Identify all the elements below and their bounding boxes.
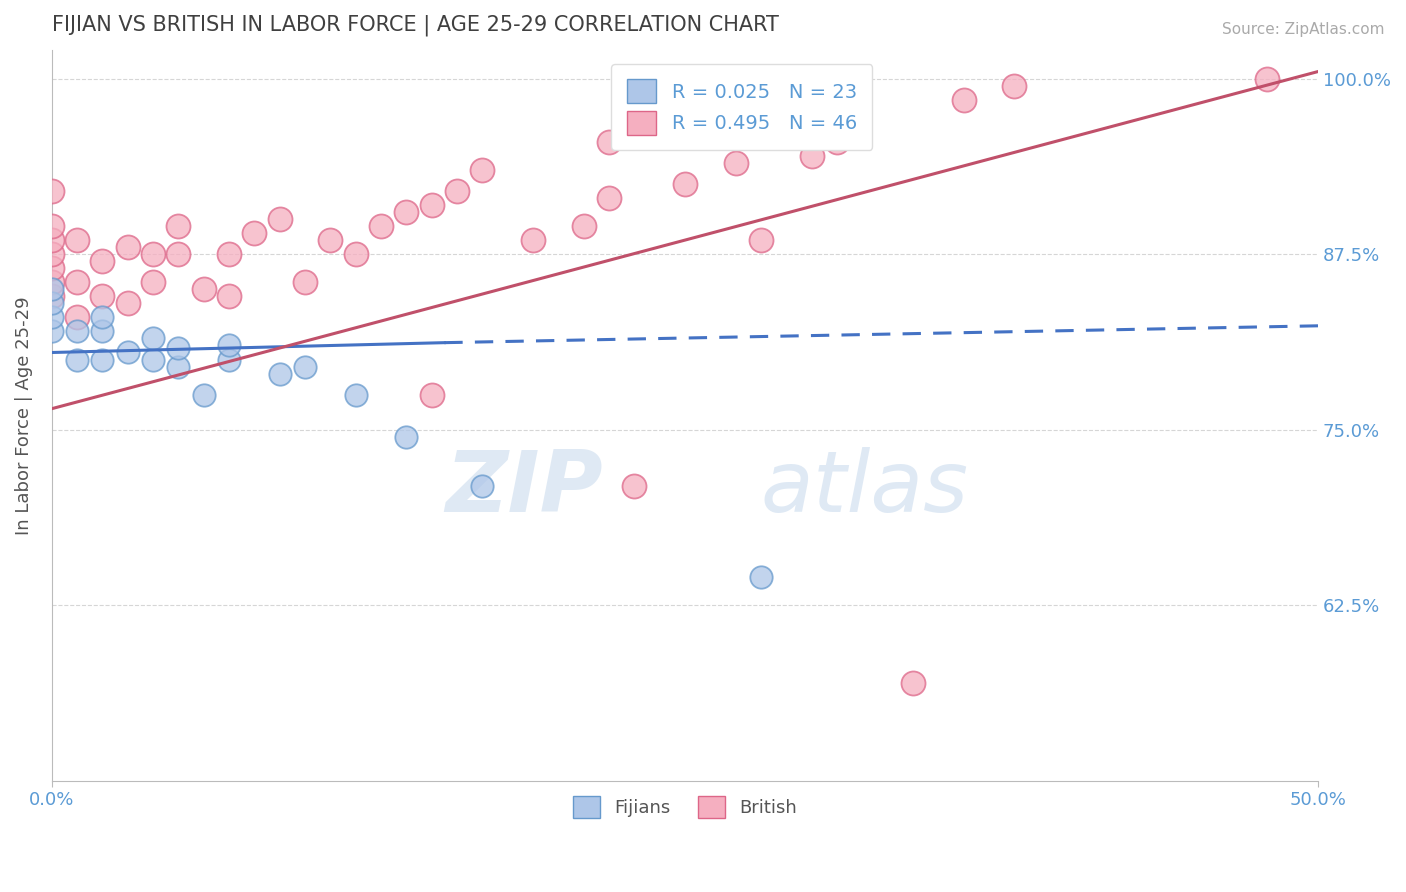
Point xyxy=(952,93,974,107)
Text: atlas: atlas xyxy=(761,447,969,530)
Point xyxy=(395,430,418,444)
Point xyxy=(420,198,443,212)
Point xyxy=(41,219,63,233)
Point xyxy=(66,325,89,339)
Point xyxy=(420,387,443,401)
Point xyxy=(749,570,772,584)
Point xyxy=(471,162,494,177)
Point xyxy=(218,289,240,303)
Point xyxy=(1256,71,1278,86)
Point xyxy=(91,325,114,339)
Point xyxy=(66,352,89,367)
Legend: Fijians, British: Fijians, British xyxy=(564,787,806,827)
Point xyxy=(91,254,114,268)
Point xyxy=(41,184,63,198)
Point xyxy=(724,156,747,170)
Point xyxy=(41,310,63,325)
Point xyxy=(41,247,63,261)
Point xyxy=(749,233,772,247)
Point xyxy=(218,338,240,352)
Point xyxy=(117,240,139,254)
Point xyxy=(167,247,190,261)
Point xyxy=(598,191,620,205)
Point xyxy=(1002,78,1025,93)
Point xyxy=(167,341,190,355)
Point xyxy=(901,675,924,690)
Point xyxy=(142,352,165,367)
Point xyxy=(344,247,367,261)
Point xyxy=(142,247,165,261)
Point xyxy=(41,296,63,310)
Point xyxy=(623,479,645,493)
Point xyxy=(41,289,63,303)
Point xyxy=(294,275,316,289)
Point xyxy=(41,282,63,296)
Point xyxy=(142,331,165,345)
Point xyxy=(370,219,392,233)
Point xyxy=(269,212,291,227)
Point xyxy=(91,310,114,325)
Point xyxy=(825,135,848,149)
Point xyxy=(395,205,418,219)
Point xyxy=(218,352,240,367)
Point xyxy=(117,345,139,359)
Point xyxy=(66,310,89,325)
Point xyxy=(41,261,63,276)
Text: Source: ZipAtlas.com: Source: ZipAtlas.com xyxy=(1222,22,1385,37)
Point xyxy=(319,233,342,247)
Point xyxy=(598,135,620,149)
Point xyxy=(167,359,190,374)
Point xyxy=(66,233,89,247)
Point xyxy=(243,226,266,240)
Point xyxy=(167,219,190,233)
Point xyxy=(41,275,63,289)
Y-axis label: In Labor Force | Age 25-29: In Labor Force | Age 25-29 xyxy=(15,296,32,535)
Point xyxy=(294,359,316,374)
Point xyxy=(193,282,215,296)
Point xyxy=(117,296,139,310)
Point xyxy=(522,233,544,247)
Point xyxy=(41,325,63,339)
Point xyxy=(269,367,291,381)
Point xyxy=(66,275,89,289)
Point xyxy=(344,387,367,401)
Point xyxy=(446,184,468,198)
Point xyxy=(91,289,114,303)
Point xyxy=(218,247,240,261)
Text: ZIP: ZIP xyxy=(446,447,603,530)
Point xyxy=(142,275,165,289)
Point xyxy=(800,149,823,163)
Text: FIJIAN VS BRITISH IN LABOR FORCE | AGE 25-29 CORRELATION CHART: FIJIAN VS BRITISH IN LABOR FORCE | AGE 2… xyxy=(52,15,779,37)
Point xyxy=(193,387,215,401)
Point xyxy=(572,219,595,233)
Point xyxy=(673,177,696,191)
Point xyxy=(91,352,114,367)
Point xyxy=(471,479,494,493)
Point xyxy=(41,233,63,247)
